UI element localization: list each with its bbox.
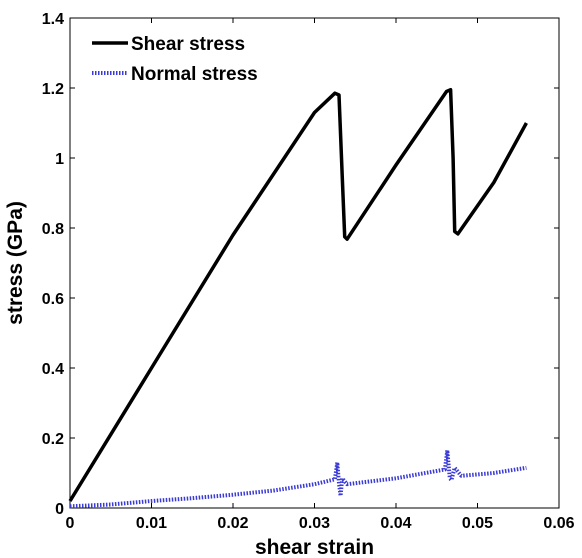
y-tick-label: 0.4 bbox=[42, 361, 64, 378]
y-tick-label: 0.8 bbox=[42, 221, 64, 238]
y-tick-label: 1.2 bbox=[42, 81, 64, 98]
x-tick-label: 0.02 bbox=[217, 515, 248, 532]
x-tick-label: 0 bbox=[66, 515, 75, 532]
x-tick-label: 0.01 bbox=[136, 515, 167, 532]
legend-label-normal: Normal stress bbox=[131, 64, 258, 85]
y-tick-label: 1.4 bbox=[42, 11, 64, 28]
x-tick-label: 0.06 bbox=[543, 515, 574, 532]
legend: Shear stress Normal stress bbox=[92, 34, 258, 85]
x-tick-label: 0.05 bbox=[462, 515, 493, 532]
x-axis-ticks: 0 0.01 0.02 0.03 0.04 0.05 0.06 bbox=[66, 18, 575, 532]
y-tick-label: 0.2 bbox=[42, 431, 64, 448]
series-layer bbox=[68, 87, 528, 509]
legend-label-shear: Shear stress bbox=[131, 34, 245, 55]
y-tick-label: 0 bbox=[55, 501, 64, 518]
x-tick-label: 0.04 bbox=[380, 515, 411, 532]
series-line-shear-stress bbox=[68, 87, 528, 502]
y-tick-label: 1 bbox=[55, 151, 64, 168]
y-axis-ticks: 0 0.2 0.4 0.6 0.8 1 1.2 1.4 bbox=[42, 11, 559, 518]
x-tick-label: 0.03 bbox=[299, 515, 330, 532]
x-axis-title: shear strain bbox=[255, 536, 374, 558]
plot-area bbox=[69, 17, 560, 509]
y-tick-label: 0.6 bbox=[42, 291, 64, 308]
y-axis-title: stress (GPa) bbox=[4, 201, 27, 325]
